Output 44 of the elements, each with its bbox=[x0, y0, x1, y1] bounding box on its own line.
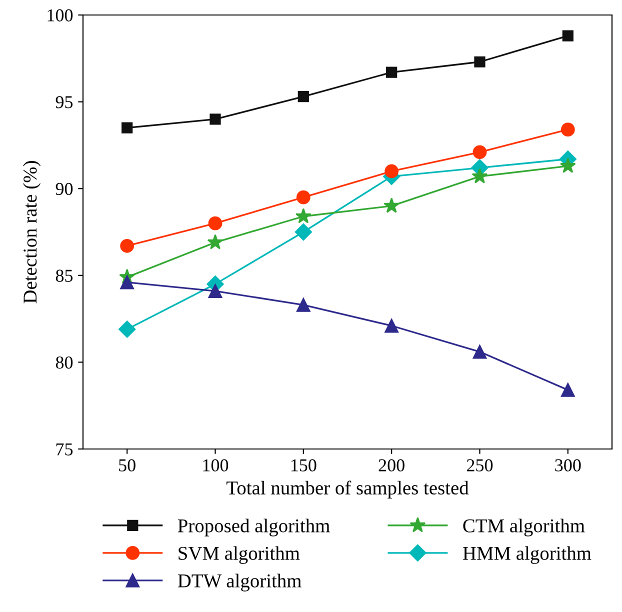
point bbox=[560, 158, 576, 173]
legend-label: DTW algorithm bbox=[178, 574, 302, 592]
x-tick-label: 200 bbox=[378, 459, 404, 472]
point bbox=[384, 198, 400, 213]
point bbox=[208, 216, 222, 230]
legend-label: CTM algorithm bbox=[463, 518, 585, 536]
y-tick-label: 95 bbox=[56, 96, 73, 108]
legend-label: Proposed algorithm bbox=[178, 518, 330, 536]
y-tick-label: 100 bbox=[48, 9, 73, 22]
x-tick-label: 100 bbox=[203, 459, 228, 472]
point bbox=[472, 344, 487, 359]
x-tick-label: 150 bbox=[291, 459, 316, 472]
point bbox=[384, 318, 399, 333]
point bbox=[384, 164, 399, 178]
point bbox=[296, 190, 310, 204]
point bbox=[386, 66, 398, 78]
point bbox=[118, 320, 136, 338]
y-tick-label: 75 bbox=[56, 443, 73, 456]
y-tick-label: 80 bbox=[56, 356, 73, 369]
point bbox=[122, 122, 133, 134]
point bbox=[474, 56, 486, 68]
point bbox=[562, 30, 574, 42]
y-tick-label: 85 bbox=[56, 270, 73, 282]
x-tick-label: 250 bbox=[467, 459, 493, 472]
legend-label: HMM algorithm bbox=[462, 546, 592, 564]
x-axis-title: Total number of samples tested bbox=[226, 480, 469, 498]
point bbox=[120, 275, 134, 290]
legend-label: SVM algorithm bbox=[178, 546, 300, 564]
point bbox=[294, 223, 312, 241]
point bbox=[472, 145, 487, 160]
point bbox=[207, 234, 224, 250]
point bbox=[298, 91, 309, 102]
point bbox=[560, 122, 575, 137]
point bbox=[560, 383, 575, 397]
point bbox=[472, 168, 488, 184]
point bbox=[296, 298, 310, 312]
point bbox=[120, 238, 134, 253]
point bbox=[295, 208, 312, 224]
point bbox=[208, 284, 222, 298]
y-tick-label: 90 bbox=[56, 182, 73, 196]
y-axis-title: Detection rate (%) bbox=[23, 161, 41, 304]
x-tick-label: 50 bbox=[119, 459, 136, 472]
x-tick-label: 300 bbox=[555, 459, 581, 472]
point bbox=[210, 114, 221, 125]
